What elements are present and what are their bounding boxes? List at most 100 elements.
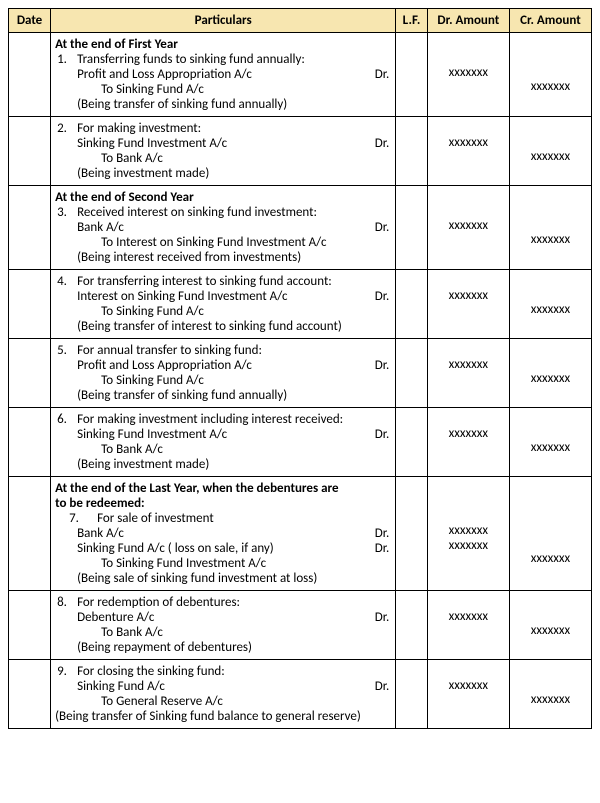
narration: (Being transfer of Sinking fund balance … <box>55 709 391 724</box>
entry-number: 1. <box>55 52 77 67</box>
amount: xxxxxxx <box>432 426 505 441</box>
header-dr: Dr. Amount <box>427 9 509 33</box>
lf-cell <box>396 117 428 186</box>
section-heading: to be redeemed: <box>55 496 391 511</box>
table-row: At the end of Second Year 3.Received int… <box>9 186 592 270</box>
dr-mark: Dr. <box>375 679 392 694</box>
entry-text: Sinking Fund A/c ( loss on sale, if any) <box>55 541 375 556</box>
entry-text: For annual transfer to sinking fund: <box>77 343 391 358</box>
narration: (Being transfer of sinking fund annually… <box>55 388 391 403</box>
dr-mark: Dr. <box>375 67 392 82</box>
dr-cell: xxxxxxx <box>427 186 509 270</box>
entry-text: For redemption of debentures: <box>77 595 391 610</box>
dr-mark: Dr. <box>375 427 392 442</box>
amount: xxxxxxx <box>432 678 505 693</box>
amount: xxxxxxx <box>514 232 587 247</box>
narration: (Being transfer of sinking fund annually… <box>55 97 391 112</box>
particulars-cell: At the end of Second Year 3.Received int… <box>51 186 396 270</box>
amount: xxxxxxx <box>432 609 505 624</box>
entry-text: Sinking Fund Investment A/c <box>55 136 375 151</box>
narration: (Being transfer of interest to sinking f… <box>55 319 391 334</box>
entry-text: For making investment: <box>77 121 391 136</box>
section-heading: At the end of Second Year <box>55 190 391 205</box>
amount: xxxxxxx <box>514 79 587 94</box>
cr-cell: xxxxxxx <box>509 186 591 270</box>
amount: xxxxxxx <box>514 692 587 707</box>
date-cell <box>9 477 51 591</box>
entry-number: 4. <box>55 274 77 289</box>
entry-text: To Interest on Sinking Fund Investment A… <box>55 235 391 250</box>
entry-text: Interest on Sinking Fund Investment A/c <box>55 289 375 304</box>
amount: xxxxxxx <box>514 149 587 164</box>
header-particulars: Particulars <box>51 9 396 33</box>
amount: xxxxxxx <box>514 623 587 638</box>
date-cell <box>9 660 51 729</box>
journal-table: Date Particulars L.F. Dr. Amount Cr. Amo… <box>8 8 592 729</box>
entry-text: Profit and Loss Appropriation A/c <box>55 67 375 82</box>
entry-number: 5. <box>55 343 77 358</box>
particulars-cell: 2.For making investment: Sinking Fund In… <box>51 117 396 186</box>
lf-cell <box>396 33 428 117</box>
dr-mark: Dr. <box>375 220 392 235</box>
particulars-cell: 9.For closing the sinking fund: Sinking … <box>51 660 396 729</box>
cr-cell: xxxxxxx <box>509 117 591 186</box>
table-row: At the end of First Year 1.Transferring … <box>9 33 592 117</box>
cr-cell: xxxxxxx <box>509 339 591 408</box>
dr-mark: Dr. <box>375 136 392 151</box>
entry-number: 2. <box>55 121 77 136</box>
amount: xxxxxxx <box>432 135 505 150</box>
entry-text: To Sinking Fund A/c <box>55 304 391 319</box>
lf-cell <box>396 477 428 591</box>
narration: (Being repayment of debentures) <box>55 640 391 655</box>
entry-number: 6. <box>55 412 77 427</box>
particulars-cell: At the end of the Last Year, when the de… <box>51 477 396 591</box>
amount: xxxxxxx <box>514 551 587 566</box>
entry-text: To General Reserve A/c <box>55 694 391 709</box>
cr-cell: xxxxxxx <box>509 408 591 477</box>
lf-cell <box>396 408 428 477</box>
entry-text: To Sinking Fund A/c <box>55 82 391 97</box>
table-row: 4.For transferring interest to sinking f… <box>9 270 592 339</box>
date-cell <box>9 591 51 660</box>
particulars-cell: 6.For making investment including intere… <box>51 408 396 477</box>
cr-cell: xxxxxxx <box>509 591 591 660</box>
dr-cell: xxxxxxx <box>427 591 509 660</box>
section-heading: At the end of the Last Year, when the de… <box>55 481 391 496</box>
cr-cell: xxxxxxx <box>509 477 591 591</box>
entry-number: 3. <box>55 205 77 220</box>
narration: (Being investment made) <box>55 166 391 181</box>
particulars-cell: 8.For redemption of debentures: Debentur… <box>51 591 396 660</box>
entry-number: 7. <box>55 511 97 526</box>
table-row: 6.For making investment including intere… <box>9 408 592 477</box>
entry-text: Received interest on sinking fund invest… <box>77 205 391 220</box>
narration: (Being sale of sinking fund investment a… <box>55 571 391 586</box>
lf-cell <box>396 186 428 270</box>
cr-cell: xxxxxxx <box>509 660 591 729</box>
table-row: 2.For making investment: Sinking Fund In… <box>9 117 592 186</box>
entry-text: Transferring funds to sinking fund annua… <box>77 52 391 67</box>
particulars-cell: 5.For annual transfer to sinking fund: P… <box>51 339 396 408</box>
particulars-cell: 4.For transferring interest to sinking f… <box>51 270 396 339</box>
table-row: 5.For annual transfer to sinking fund: P… <box>9 339 592 408</box>
cr-cell: xxxxxxx <box>509 33 591 117</box>
table-header-row: Date Particulars L.F. Dr. Amount Cr. Amo… <box>9 9 592 33</box>
dr-mark: Dr. <box>375 541 392 556</box>
lf-cell <box>396 591 428 660</box>
entry-text: Sinking Fund Investment A/c <box>55 427 375 442</box>
amount: xxxxxxx <box>432 357 505 372</box>
particulars-cell: At the end of First Year 1.Transferring … <box>51 33 396 117</box>
entry-text: To Sinking Fund A/c <box>55 373 391 388</box>
entry-text: Bank A/c <box>55 526 375 541</box>
lf-cell <box>396 339 428 408</box>
lf-cell <box>396 660 428 729</box>
entry-text: For closing the sinking fund: <box>77 664 391 679</box>
lf-cell <box>396 270 428 339</box>
cr-cell: xxxxxxx <box>509 270 591 339</box>
entry-text: For sale of investment <box>97 511 391 526</box>
amount: xxxxxxx <box>432 65 505 80</box>
date-cell <box>9 117 51 186</box>
dr-cell: xxxxxxx xxxxxxx <box>427 477 509 591</box>
dr-cell: xxxxxxx <box>427 660 509 729</box>
date-cell <box>9 270 51 339</box>
entry-text: To Bank A/c <box>55 151 391 166</box>
